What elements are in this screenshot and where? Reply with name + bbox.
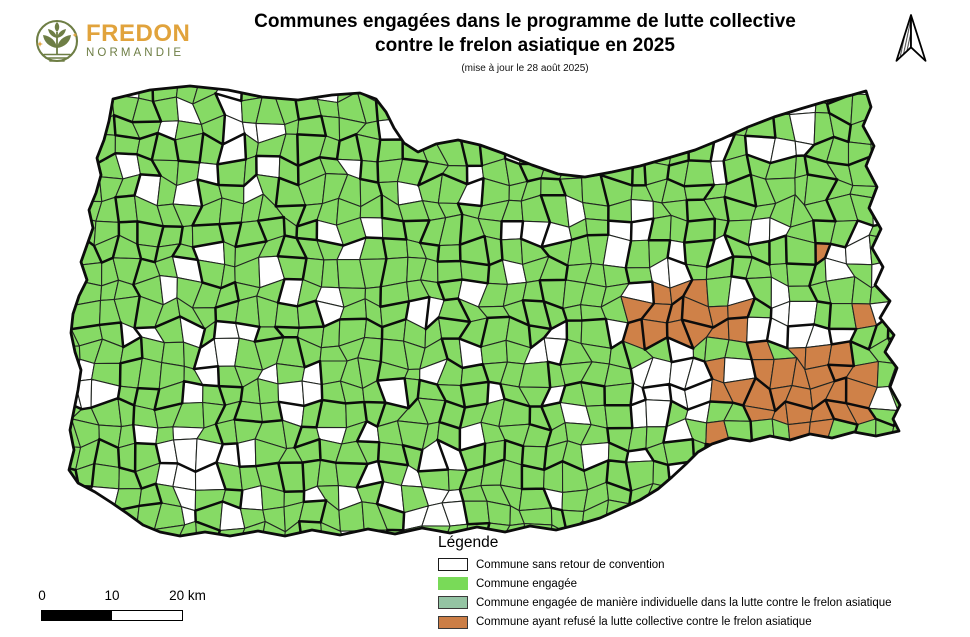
map-title-line1: Communes engagées dans le programme de l… [254,11,796,32]
legend-swatch [438,615,468,629]
scale-tick-10: 10 [104,588,120,603]
map-subtitle: (mise à jour le 28 août 2025) [461,62,589,74]
fredon-logo: FREDON NORMANDIE [34,18,190,64]
legend-item: Commune sans retour de convention [438,558,968,571]
legend-label: Commune sans retour de convention [476,558,665,571]
scale-tick-0: 0 [38,588,46,603]
map-title-line2: contre le frelon asiatique en 2025 [375,35,675,57]
scale-bar-graphic [41,610,183,621]
north-arrow-icon [895,14,927,62]
fredon-logo-icon [35,19,79,63]
legend-swatch [438,558,468,571]
logo-text: FREDON NORMANDIE [86,22,190,60]
legend-label: Commune engagée de manière individuelle … [476,596,892,609]
legend-label: Commune ayant refusé la lutte collective… [476,616,812,629]
legend-item: Commune ayant refusé la lutte collective… [438,615,968,629]
legend-item: Commune engagée de manière individuelle … [438,596,968,610]
legend-item: Commune engagée [438,577,968,591]
scale-bar-filled-half [42,611,112,620]
scale-bar: 0 10 20 km [0,588,230,628]
legend-swatch [438,596,468,610]
logo-region: NORMANDIE [86,47,185,60]
scale-bar-empty-half [112,611,182,620]
scale-tick-20km: 20 km [169,588,206,603]
legend: Légende Commune sans retour de conventio… [438,534,968,635]
logo-brand: FREDON [86,20,191,48]
title-block: Communes engagées dans le programme de l… [180,10,870,74]
legend-items: Commune sans retour de convention Commune… [438,558,968,629]
legend-swatch [438,577,468,591]
legend-label: Commune engagée [476,577,578,590]
legend-title: Légende [438,534,499,551]
